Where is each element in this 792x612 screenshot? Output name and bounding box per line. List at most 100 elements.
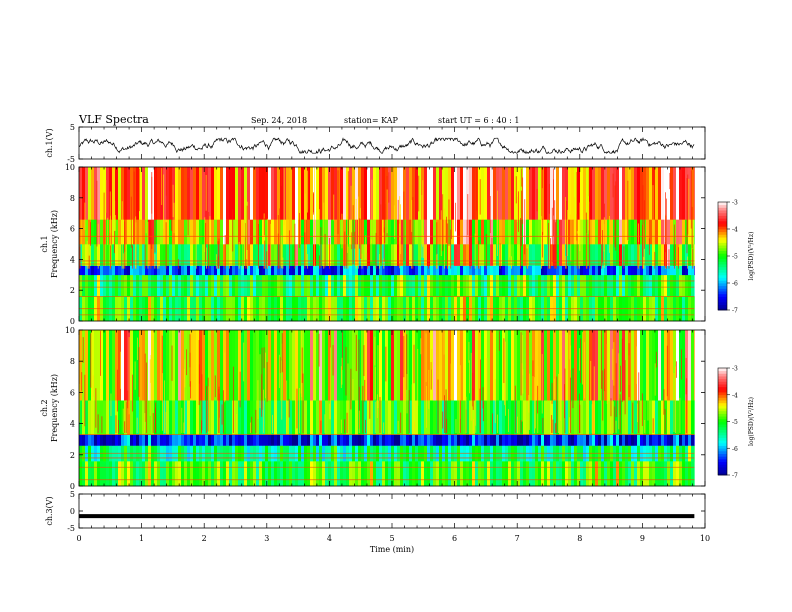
spectro-cell (400, 330, 404, 401)
spectro-cell (679, 167, 683, 220)
spectro-cell (625, 265, 629, 276)
spectro-cell (163, 244, 167, 266)
spectro-cell (310, 434, 314, 446)
spectro-cell (595, 434, 599, 446)
spectro-cell (469, 274, 473, 297)
spectro-cell (295, 330, 299, 401)
spectro-cell (448, 219, 452, 245)
spectro-cell (508, 400, 512, 435)
spectro-cell (418, 461, 422, 487)
spectro-cell (493, 434, 497, 446)
spectro-cell (268, 330, 272, 401)
spectro-cell (361, 434, 365, 446)
colorbar-cell (718, 464, 727, 468)
spectro-cell (268, 274, 272, 297)
spectro-cell (256, 244, 260, 266)
spectro-cell (676, 434, 680, 446)
spectro-cell (484, 434, 488, 446)
spectro-cell (460, 219, 464, 245)
colorbar-cell (718, 418, 727, 422)
spectro-cell (445, 167, 449, 220)
spectro-cell (304, 265, 308, 276)
spectro-cell (589, 244, 593, 266)
spectro-cell (160, 461, 164, 487)
spectro-cell (628, 330, 632, 401)
spectro-cell (394, 400, 398, 435)
spectro-cell (538, 244, 542, 266)
spectro-cell (421, 330, 425, 401)
spectro-cell (199, 244, 203, 266)
spectro-cell (178, 167, 182, 220)
spectro-cell (463, 400, 467, 435)
spectro-cell (241, 274, 245, 297)
spectro-cell (658, 274, 662, 297)
spectro-cell (523, 330, 527, 401)
spectro-cell (100, 265, 104, 276)
spectro-cell (610, 244, 614, 266)
spectro-cell (616, 167, 620, 220)
spectro-cell (382, 244, 386, 266)
spectro-cell (400, 167, 404, 220)
spectro-cell (316, 219, 320, 245)
spectro-cell (448, 330, 452, 401)
spectro-cell (634, 434, 638, 446)
spectro-cell (526, 434, 530, 446)
spectro-cell (544, 219, 548, 245)
spectro-cell (226, 265, 230, 276)
spectro-cell (124, 219, 128, 245)
spectro-cell (94, 167, 98, 220)
spectro-cell (679, 219, 683, 245)
spectro-cell (100, 244, 104, 266)
spectro-cell (658, 400, 662, 435)
spectro-cell (694, 274, 695, 297)
spectro-cell (361, 265, 365, 276)
spectro-cell (214, 219, 218, 245)
spectro-cell (322, 400, 326, 435)
figure-title: VLF Spectra (78, 113, 149, 126)
colorbar-cell (718, 250, 727, 254)
spectro-cell (451, 244, 455, 266)
colorbar-cell (718, 378, 727, 382)
spectro-cell (175, 434, 179, 446)
spectro-cell (652, 330, 656, 401)
spectro-cell (448, 400, 452, 435)
spectro-cell (298, 274, 302, 297)
spectro-cell (418, 274, 422, 297)
spectro-cell (166, 461, 170, 487)
spectro-cell (370, 274, 374, 297)
spectro-cell (325, 434, 329, 446)
spectro-cell (322, 330, 326, 401)
spectro-cell (349, 461, 353, 487)
spectro-cell (127, 219, 131, 245)
spectro-cell (394, 265, 398, 276)
spectro-cell (280, 434, 284, 446)
spectro-cell (328, 265, 332, 276)
spectro-cell (544, 461, 548, 487)
spectro-cell (466, 461, 470, 487)
spectro-cell (406, 265, 410, 276)
spectro-cell (355, 400, 359, 435)
spectro-cell (262, 330, 266, 401)
spectro-cell (427, 400, 431, 435)
spectro-cell (571, 461, 575, 487)
spectro-cell (691, 274, 695, 297)
spectro-cell (91, 265, 95, 276)
spectro-cell (187, 219, 191, 245)
spectro-cell (625, 400, 629, 435)
spectro-cell (364, 434, 368, 446)
spectro-cell (415, 265, 419, 276)
spectro-cell (610, 265, 614, 276)
spectro-cell (310, 400, 314, 435)
spectro-cell (337, 219, 341, 245)
spectro-cell (610, 219, 614, 245)
spectro-cell (481, 167, 485, 220)
spectro-cell (394, 219, 398, 245)
spectro-cell (661, 219, 665, 245)
spectro-cell (160, 219, 164, 245)
x-tick-label: 5 (389, 534, 394, 543)
spectro-cell (358, 244, 362, 266)
spectro-cell (376, 265, 380, 276)
spectro-cell (664, 461, 668, 487)
spectro-cell (439, 434, 443, 446)
